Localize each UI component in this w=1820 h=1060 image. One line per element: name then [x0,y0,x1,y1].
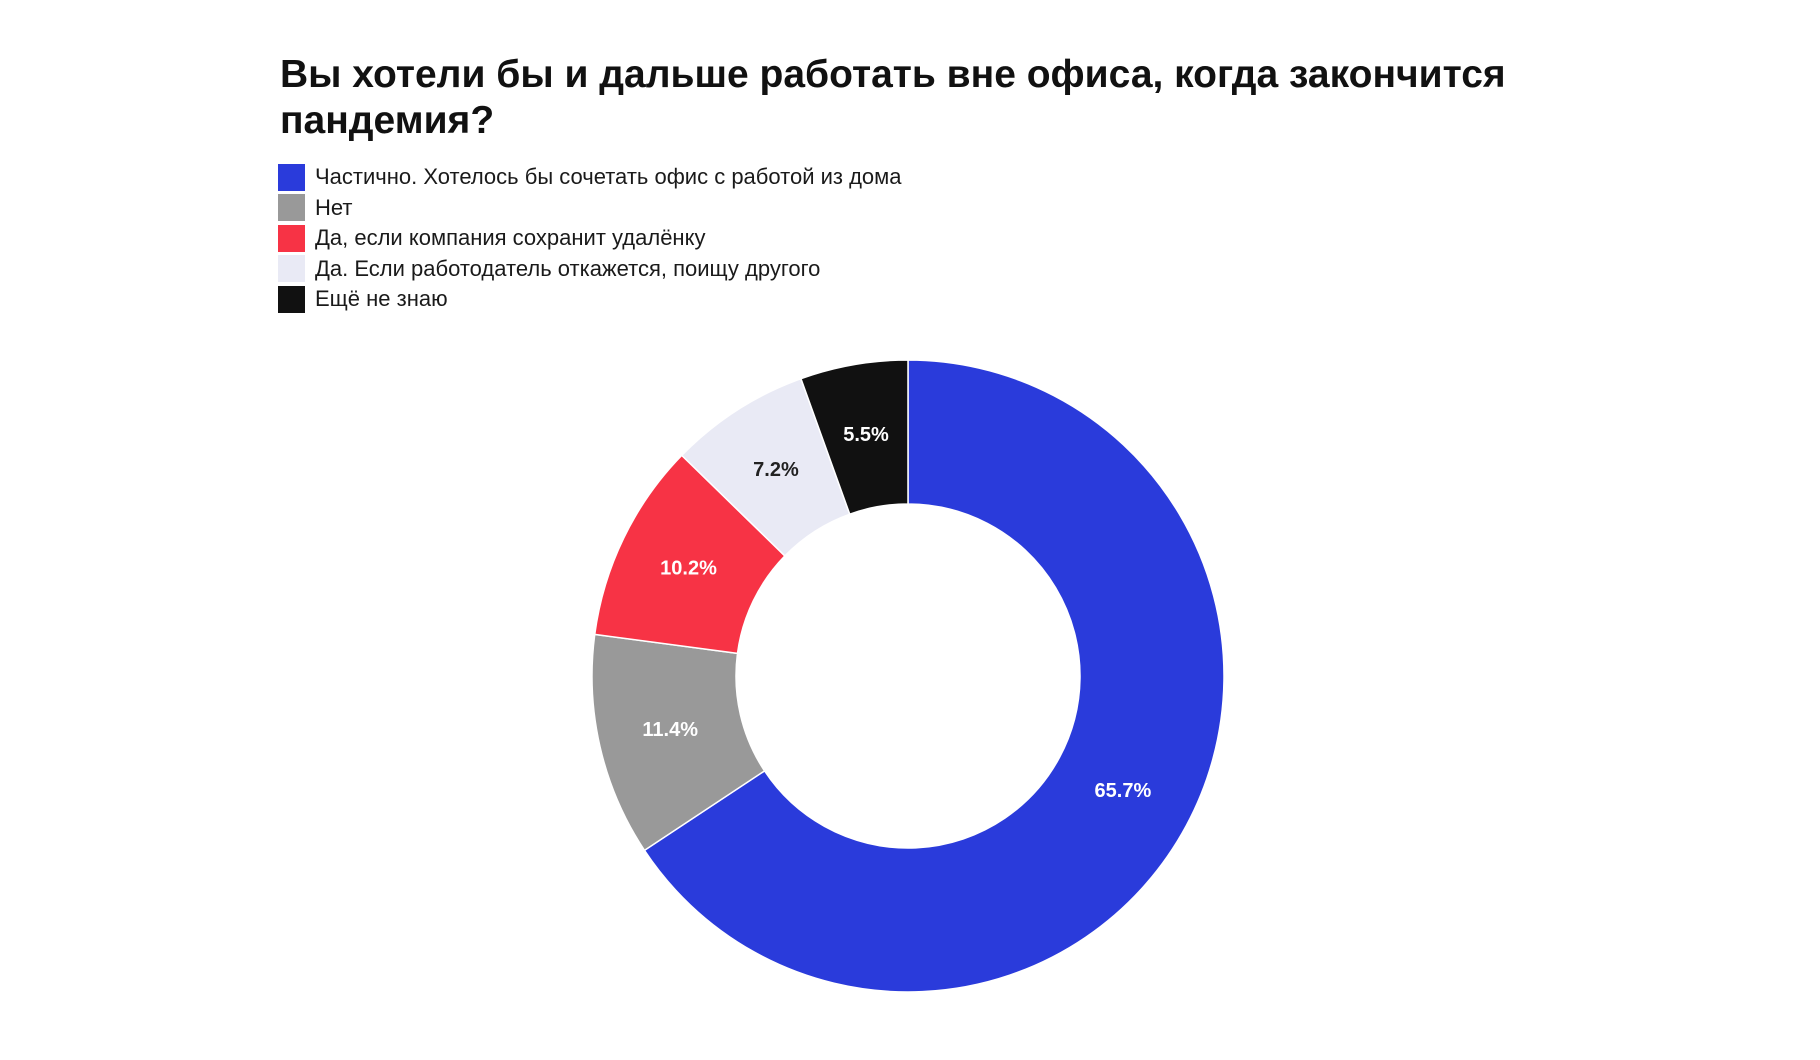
legend-label: Да, если компания сохранит удалёнку [315,225,706,251]
legend-item: Частично. Хотелось бы сочетать офис с ра… [278,162,902,193]
legend-item: Да. Если работодатель откажется, поищу д… [278,254,902,285]
slice-value-label: 65.7% [1095,780,1152,802]
legend-item: Да, если компания сохранит удалёнку [278,223,902,254]
slice-value-label: 5.5% [843,424,889,446]
donut-slices [591,359,1225,993]
legend-item: Нет [278,193,902,224]
legend-label: Частично. Хотелось бы сочетать офис с ра… [315,164,902,190]
donut-slice [799,359,909,516]
donut-slice [643,359,1225,993]
legend-swatch [278,224,305,252]
slice-value-label: 10.2% [660,558,717,580]
legend-label: Да. Если работодатель откажется, поищу д… [315,255,821,281]
legend-item: Ещё не знаю [278,284,902,315]
legend-swatch [278,285,305,313]
legend-swatch [278,163,305,191]
legend: Частично. Хотелось бы сочетать офис с ра… [278,162,902,315]
slice-value-label: 11.4% [642,719,698,741]
chart-title: Вы хотели бы и дальше работать вне офиса… [280,53,1506,142]
legend-label: Ещё не знаю [315,286,448,312]
slice-value-label: 7.2% [753,459,799,481]
legend-swatch [278,194,305,222]
legend-label: Нет [315,194,353,220]
legend-swatch [278,255,305,283]
slice-labels: 65.7% 11.4% 10.2% 7.2% 5.5% [642,424,1151,802]
